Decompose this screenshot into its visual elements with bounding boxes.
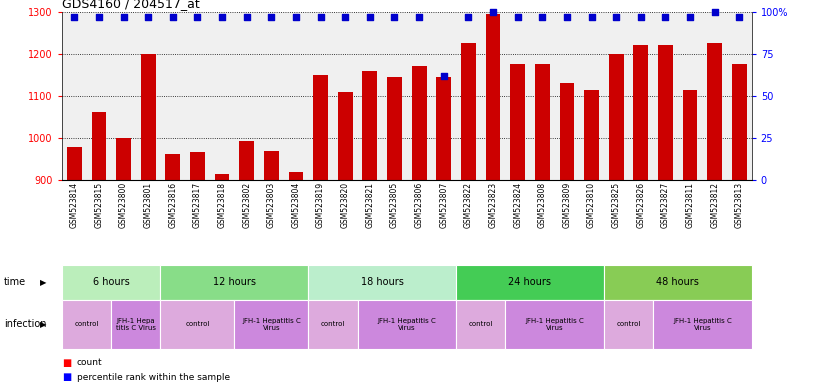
Text: JFH-1 Hepatitis C
Virus: JFH-1 Hepatitis C Virus [242,318,301,331]
Text: control: control [320,321,345,328]
Point [93,13,106,20]
Bar [584,90,599,180]
Point [708,8,721,15]
Bar [165,154,180,180]
Text: ■: ■ [62,372,71,382]
Bar [338,92,353,180]
Bar [264,151,278,180]
Bar [288,172,303,180]
Bar [240,141,254,180]
Text: 12 hours: 12 hours [213,277,256,287]
Point [264,13,278,20]
Point [560,13,573,20]
Point [289,13,302,20]
Text: control: control [185,321,210,328]
Bar [535,64,549,180]
Text: ■: ■ [62,358,71,368]
Text: JFH-1 Hepa
titis C Virus: JFH-1 Hepa titis C Virus [116,318,156,331]
Point [388,13,401,20]
Point [683,13,696,20]
Text: 18 hours: 18 hours [361,277,404,287]
Text: control: control [468,321,493,328]
Bar [160,300,235,349]
Bar [510,64,525,180]
Text: JFH-1 Hepatitis C
Virus: JFH-1 Hepatitis C Virus [377,318,436,331]
Point [117,13,131,20]
Point [191,13,204,20]
Text: percentile rank within the sample: percentile rank within the sample [77,372,230,382]
Point [511,13,525,20]
Text: control: control [616,321,641,328]
Bar [140,54,155,180]
Bar [308,265,456,300]
Bar [634,45,648,180]
Point [536,13,549,20]
Bar [363,71,377,180]
Bar [682,90,697,180]
Text: ▶: ▶ [40,320,46,329]
Bar [604,300,653,349]
Text: control: control [74,321,99,328]
Point [585,13,598,20]
Bar [411,66,426,180]
Point [462,13,475,20]
Bar [160,265,308,300]
Point [339,13,352,20]
Bar [190,152,205,180]
Bar [559,83,574,180]
Text: 48 hours: 48 hours [657,277,699,287]
Point [610,13,623,20]
Bar [506,300,604,349]
Point [68,13,81,20]
Bar [313,75,328,180]
Bar [358,300,456,349]
Point [363,13,377,20]
Bar [308,300,358,349]
Point [437,73,450,79]
Text: 24 hours: 24 hours [509,277,552,287]
Text: count: count [77,358,102,367]
Point [314,13,327,20]
Point [659,13,672,20]
Bar [461,43,476,180]
Bar [653,300,752,349]
Bar [456,300,506,349]
Point [634,13,648,20]
Point [141,13,154,20]
Point [240,13,254,20]
Text: JFH-1 Hepatitis C
Virus: JFH-1 Hepatitis C Virus [673,318,732,331]
Bar [67,147,82,180]
Bar [62,300,112,349]
Text: ▶: ▶ [40,278,46,287]
Bar [604,265,752,300]
Point [412,13,425,20]
Bar [486,13,501,180]
Point [216,13,229,20]
Bar [732,64,747,180]
Bar [215,174,230,180]
Bar [387,77,402,180]
Bar [436,77,451,180]
Text: time: time [4,277,26,287]
Text: JFH-1 Hepatitis C
Virus: JFH-1 Hepatitis C Virus [525,318,584,331]
Bar [235,300,308,349]
Bar [707,43,722,180]
Bar [112,300,160,349]
Point [733,13,746,20]
Bar [609,54,624,180]
Point [487,8,500,15]
Bar [92,112,107,180]
Text: 6 hours: 6 hours [93,277,130,287]
Bar [62,265,160,300]
Text: GDS4160 / 204517_at: GDS4160 / 204517_at [62,0,200,10]
Bar [456,265,604,300]
Point [166,13,179,20]
Bar [116,138,131,180]
Text: infection: infection [4,319,46,329]
Bar [658,45,673,180]
